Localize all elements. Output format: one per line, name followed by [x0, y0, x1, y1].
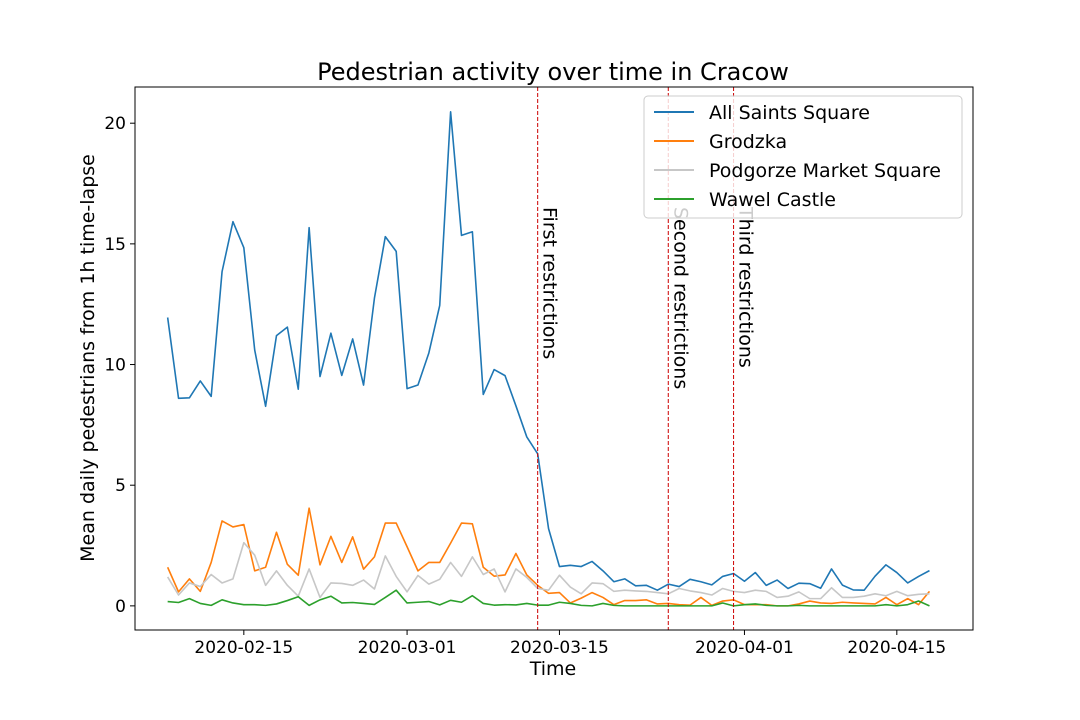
legend-label: All Saints Square [709, 102, 870, 124]
y-axis-label: Mean daily pedestrians from 1h time-laps… [77, 154, 99, 562]
series-line-wawel-castle [167, 589, 930, 607]
x-tick-label: 2020-04-15 [847, 638, 946, 658]
y-tick-label: 10 [104, 356, 126, 376]
legend-label: Wawel Castle [709, 189, 836, 211]
x-axis: 2020-02-15 2020-03-01 2020-03-15 2020-04-01… [194, 630, 946, 658]
restriction-lines: First restrictions Second restrictions Thi… [537, 87, 757, 630]
legend-box [643, 95, 963, 219]
y-tick-label: 15 [104, 235, 126, 255]
legend-label: Podgorze Market Square [709, 160, 941, 182]
plot-frame [134, 86, 974, 631]
x-tick-label: 2020-02-15 [194, 638, 293, 658]
x-tick-label: 2020-03-01 [358, 638, 457, 658]
y-axis: 0 5 10 15 20 [104, 114, 135, 617]
plot-area [166, 111, 931, 607]
x-axis-label: Time [529, 658, 577, 680]
y-tick-label: 20 [104, 114, 126, 134]
restriction-label: Second restrictions [669, 207, 691, 389]
x-tick-label: 2020-03-15 [510, 638, 609, 658]
y-tick-label: 5 [115, 476, 126, 496]
series-line-podgorze-market-square [166, 541, 930, 600]
legend-label: Grodzka [709, 131, 787, 153]
legend: All Saints Square Grodzka Podgorze Market … [643, 95, 963, 219]
x-tick-label: 2020-04-01 [695, 638, 794, 658]
series-line-all-saints-square [166, 111, 930, 591]
chart-title: Pedestrian activity over time in Cracow [317, 58, 789, 86]
series-line-grodzka [166, 507, 931, 607]
y-tick-label: 0 [115, 597, 126, 617]
restriction-label: First restrictions [539, 207, 561, 359]
restriction-label: Third restrictions [735, 206, 757, 368]
